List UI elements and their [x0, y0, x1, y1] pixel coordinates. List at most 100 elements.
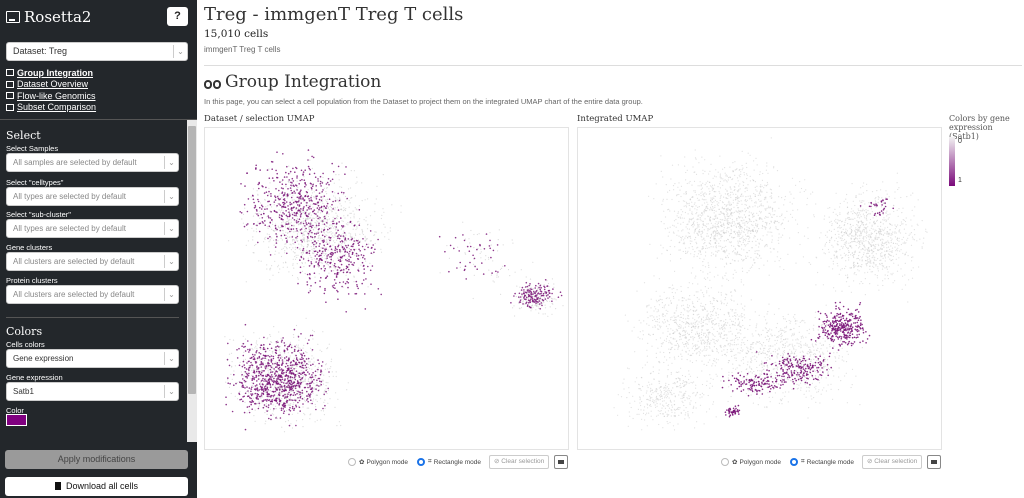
nav-group-integration[interactable]: Group Integration — [6, 67, 96, 79]
table-icon — [6, 80, 14, 88]
rectangle-mode-radio[interactable] — [417, 458, 426, 466]
select-section-title: Select — [6, 129, 41, 142]
cells-colors-value: Gene expression — [13, 354, 74, 363]
plot2-controls: ✿ Polygon mode ⌗ Rectangle mode ⊘ Clear … — [721, 454, 942, 470]
rectangle-icon: ⌗ — [428, 458, 432, 465]
polygon-mode-radio[interactable] — [721, 458, 729, 466]
app-logo-icon — [6, 11, 20, 23]
dataset-umap-canvas[interactable] — [205, 128, 570, 451]
download-label: Download all cells — [65, 481, 139, 491]
sidebar-divider — [0, 119, 197, 120]
select-samples-label: Select Samples — [6, 144, 59, 153]
chevron-down-icon: ⌄ — [164, 255, 178, 268]
rectangle-mode-label: Rectangle mode — [433, 458, 482, 466]
legend-colorbar — [949, 137, 955, 186]
chevron-down-icon: ⌄ — [164, 222, 178, 235]
cells-colors-label: Cells colors — [6, 340, 45, 349]
polygon-icon: ✿ — [359, 459, 365, 466]
nav-label: Dataset Overview — [17, 79, 89, 90]
file-download-icon — [54, 482, 61, 490]
chevron-down-icon: ⌄ — [164, 352, 178, 365]
legend-title: Colors by gene expression (Satb1) — [949, 114, 1010, 141]
color-label: Color — [6, 406, 24, 415]
gene-clusters-label: Gene clusters — [6, 243, 53, 252]
colors-section-title: Colors — [6, 325, 43, 338]
header-divider — [204, 65, 1022, 66]
rectangle-mode-label: Rectangle mode — [806, 458, 855, 466]
sidebar: Rosetta2 ? Dataset: Treg ⌄ Group Integra… — [0, 0, 197, 498]
celltypes-select[interactable]: All types are selected by default ⌄ — [6, 187, 179, 206]
legend-min-label: 0 — [958, 138, 962, 145]
nav-subset-comparison[interactable]: Subset Comparison — [6, 102, 96, 114]
plot1-controls: ✿ Polygon mode ⌗ Rectangle mode ⊘ Clear … — [348, 454, 569, 470]
clear-icon: ⊘ — [867, 458, 875, 465]
clear-selection-button[interactable]: ⊘ Clear selection — [862, 455, 923, 469]
section-title: Group Integration — [204, 72, 381, 92]
integrated-umap-plot[interactable] — [577, 127, 942, 450]
integrated-umap-label: Integrated UMAP — [577, 114, 654, 124]
chevron-down-icon: ⌄ — [164, 156, 178, 169]
polygon-mode-label: Polygon mode — [739, 458, 782, 466]
section-description: In this page, you can select a cell popu… — [204, 97, 643, 106]
nav-dataset-overview[interactable]: Dataset Overview — [6, 79, 96, 91]
clear-icon: ⊘ — [494, 458, 502, 465]
nav-label: Flow-like Genomics — [17, 90, 96, 101]
gene-clusters-select[interactable]: All clusters are selected by default ⌄ — [6, 252, 179, 271]
protein-clusters-select[interactable]: All clusters are selected by default ⌄ — [6, 285, 179, 304]
binoculars-icon — [204, 76, 222, 89]
compare-icon — [6, 103, 14, 111]
polygon-mode-radio[interactable] — [348, 458, 356, 466]
color-picker-swatch[interactable] — [6, 414, 27, 426]
dataset-subtitle: immgenT Treg T cells — [204, 45, 281, 54]
chevron-down-icon: ⌄ — [164, 190, 178, 203]
select-subcluster-label: Select "sub-cluster" — [6, 210, 71, 219]
camera-icon[interactable] — [927, 455, 942, 469]
app-brand[interactable]: Rosetta2 — [6, 7, 91, 27]
subcluster-select[interactable]: All types are selected by default ⌄ — [6, 219, 179, 238]
chevron-down-icon: ⌄ — [164, 288, 178, 301]
integrated-umap-canvas[interactable] — [578, 128, 943, 451]
protein-clusters-label: Protein clusters — [6, 276, 58, 285]
main-content: Treg - immgenT Treg T cells 15,010 cells… — [204, 0, 1024, 498]
polygon-icon: ✿ — [732, 459, 738, 466]
clear-selection-button[interactable]: ⊘ Clear selection — [489, 455, 550, 469]
polygon-mode-label: Polygon mode — [366, 458, 409, 466]
samples-select-placeholder: All samples are selected by default — [13, 158, 137, 167]
nav-flow-like-genomics[interactable]: Flow-like Genomics — [6, 90, 96, 102]
camera-icon[interactable] — [554, 455, 569, 469]
rectangle-icon: ⌗ — [801, 458, 805, 465]
page-title: Treg - immgenT Treg T cells — [204, 4, 464, 25]
dataset-select-value: Dataset: Treg — [13, 46, 68, 56]
umap-points — [721, 198, 894, 418]
scrollbar-thumb[interactable] — [188, 126, 196, 394]
dataset-umap-plot[interactable] — [204, 127, 569, 450]
app-title: Rosetta2 — [24, 8, 92, 26]
protein-clusters-select-placeholder: All clusters are selected by default — [13, 290, 135, 299]
select-celltypes-label: Select "celltypes" — [6, 178, 64, 187]
sidebar-scrollbar[interactable] — [187, 120, 197, 442]
samples-select[interactable]: All samples are selected by default ⌄ — [6, 153, 179, 172]
download-all-cells-button[interactable]: Download all cells — [5, 477, 188, 496]
section-title-text: Group Integration — [225, 72, 382, 92]
cells-colors-select[interactable]: Gene expression ⌄ — [6, 349, 179, 368]
gene-expression-value: Satb1 — [13, 387, 34, 396]
gene-expression-label: Gene expression — [6, 373, 63, 382]
umap-points — [225, 149, 563, 431]
apply-modifications-button[interactable]: Apply modifications — [5, 450, 188, 469]
gene-expression-select[interactable]: Satb1 ⌄ — [6, 382, 179, 401]
help-button[interactable]: ? — [167, 7, 188, 26]
cell-count: 15,010 cells — [204, 28, 269, 40]
subcluster-select-placeholder: All types are selected by default — [13, 224, 126, 233]
chevron-down-icon: ⌄ — [173, 45, 187, 58]
umap-points — [613, 137, 928, 431]
nav-label: Group Integration — [17, 67, 93, 78]
legend-max-label: 1 — [958, 177, 962, 184]
dataset-umap-label: Dataset / selection UMAP — [204, 114, 315, 124]
rectangle-mode-radio[interactable] — [790, 458, 799, 466]
chart-icon — [6, 92, 14, 100]
dataset-select[interactable]: Dataset: Treg ⌄ — [6, 42, 188, 61]
binoculars-icon — [6, 69, 14, 77]
section-divider — [6, 317, 179, 318]
chevron-down-icon: ⌄ — [164, 385, 178, 398]
gene-clusters-select-placeholder: All clusters are selected by default — [13, 257, 135, 266]
